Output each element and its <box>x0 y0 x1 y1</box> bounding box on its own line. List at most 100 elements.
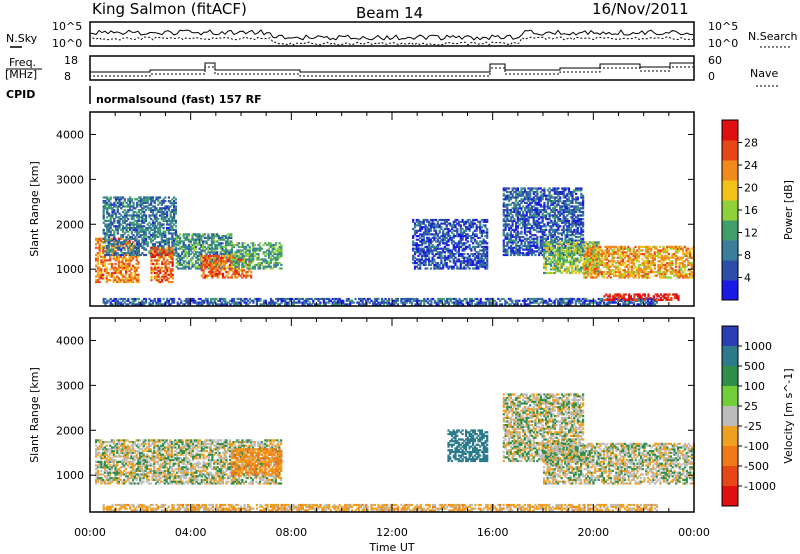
echo-cell <box>104 235 107 239</box>
echo-cell <box>527 243 530 246</box>
echo-cell <box>438 240 441 243</box>
echo-cell <box>413 251 417 254</box>
echo-cell <box>228 258 231 261</box>
echo-cell <box>473 233 476 236</box>
echo-cell <box>502 192 505 195</box>
echo-cell <box>624 303 627 306</box>
echo-cell <box>539 203 542 206</box>
echo-cell <box>150 248 153 251</box>
echo-cell <box>239 269 242 272</box>
echo-cell <box>245 301 248 304</box>
echo-cell <box>169 212 172 215</box>
echo-cell <box>509 192 512 195</box>
echo-cell <box>162 232 165 235</box>
echo-cell <box>335 303 338 306</box>
echo-cell <box>538 196 541 199</box>
echo-cell <box>150 228 153 231</box>
echo-cell <box>150 277 153 280</box>
echo-cell <box>248 297 251 301</box>
echo-cell <box>194 265 198 268</box>
echo-cell <box>221 256 225 259</box>
echo-cell <box>609 301 613 304</box>
echo-cell <box>125 219 128 222</box>
echo-cell <box>223 245 226 248</box>
echo-cell <box>187 254 191 257</box>
echo-cell <box>160 235 163 239</box>
echo-cell <box>169 255 172 258</box>
echo-cell <box>543 187 546 190</box>
echo-cell <box>269 253 272 256</box>
echo-cell <box>241 272 244 275</box>
echo-cell <box>125 239 128 242</box>
echo-cell <box>482 229 485 232</box>
echo-cell <box>415 224 418 227</box>
echo-cell <box>166 241 169 244</box>
echo-cell <box>125 228 128 231</box>
echo-cell <box>160 218 163 221</box>
echo-cell <box>278 256 281 259</box>
echo-cell <box>480 235 483 238</box>
echo-cell <box>109 255 112 258</box>
echo-cell <box>477 256 480 259</box>
echo-cell <box>144 228 148 231</box>
echo-cell <box>171 239 174 242</box>
echo-cell <box>121 268 124 271</box>
echo-cell <box>260 247 264 250</box>
echo-cell <box>520 303 523 306</box>
echo-cell <box>429 260 432 263</box>
echo-cell <box>166 228 169 231</box>
echo-cell <box>100 277 103 280</box>
echo-cell <box>581 303 584 306</box>
echo-cell <box>466 260 469 263</box>
echo-cell <box>615 301 618 304</box>
echo-cell <box>515 187 518 190</box>
echo-cell <box>509 203 512 206</box>
echo-cell <box>121 264 124 267</box>
echo-cell <box>486 218 489 222</box>
echo-cell <box>120 301 123 304</box>
echo-cell <box>191 238 194 241</box>
echo-cell <box>157 218 160 221</box>
echo-cell <box>264 254 267 257</box>
echo-cell <box>169 257 172 260</box>
echo-cell <box>127 198 130 201</box>
echo-cell <box>470 236 473 239</box>
echo-cell <box>116 232 119 235</box>
echo-cell <box>599 299 602 302</box>
echo-cell <box>179 247 182 250</box>
echo-cell <box>111 214 114 217</box>
echo-cell <box>460 301 463 304</box>
echo-cell <box>544 301 547 304</box>
echo-cell <box>296 297 299 301</box>
echo-cell <box>543 248 546 251</box>
echo-cell <box>426 267 429 270</box>
echo-cell <box>153 253 157 257</box>
echo-cell <box>179 267 182 270</box>
echo-cell <box>326 301 329 304</box>
echo-cell <box>431 236 434 239</box>
cpid-label: CPID <box>6 88 35 101</box>
echo-cell <box>417 247 420 250</box>
echo-cell <box>162 297 165 301</box>
echo-cell <box>230 256 233 259</box>
echo-cell <box>198 254 201 257</box>
echo-cell <box>114 237 117 240</box>
echo-cell <box>552 189 555 192</box>
echo-cell <box>475 245 478 248</box>
echo-cell <box>234 262 237 265</box>
echo-cell <box>224 251 228 254</box>
echo-cell <box>515 248 518 251</box>
echo-cell <box>234 256 237 259</box>
echo-cell <box>210 235 213 238</box>
echo-cell <box>452 229 455 232</box>
echo-cell <box>148 203 151 206</box>
echo-cell <box>166 219 169 222</box>
echo-cell <box>420 226 424 229</box>
echo-cell <box>555 230 558 233</box>
echo-cell <box>162 219 165 222</box>
echo-cell <box>162 250 165 253</box>
echo-cell <box>322 297 325 301</box>
echo-cell <box>106 230 109 233</box>
echo-cell <box>502 223 505 226</box>
echo-cell <box>560 237 564 240</box>
